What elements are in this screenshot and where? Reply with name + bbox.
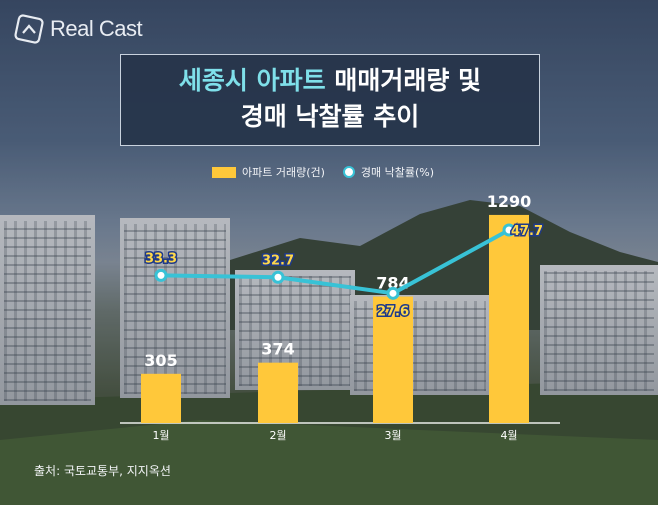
building <box>540 265 658 395</box>
title-line-2: 경매 낙찰률 추이 <box>240 102 420 131</box>
title-highlight: 세종시 아파트 <box>178 66 326 95</box>
brand-name: Real Cast <box>50 16 143 41</box>
bar <box>141 373 181 423</box>
logo-icon <box>14 14 44 44</box>
line-point <box>154 268 168 282</box>
line-point <box>271 270 285 284</box>
x-tick-label: 2월 <box>269 429 286 442</box>
legend-marker-line <box>342 166 355 178</box>
bar-value-label: 374 <box>261 340 294 359</box>
chart-title: 세종시 아파트 매매거래량 및 경매 낙찰률 추이 <box>120 54 540 146</box>
title-line-1-rest: 매매거래량 및 <box>325 66 482 95</box>
bar <box>373 296 413 423</box>
legend-swatch-bar <box>212 166 236 178</box>
legend-label-bar: 아파트 거래량(건) <box>242 166 325 179</box>
legend-label-line: 경매 낙찰률(%) <box>360 166 435 179</box>
line-value-label: 33.3 <box>145 251 177 266</box>
legend-item-line: 경매 낙찰률(%) <box>342 164 435 180</box>
line-point <box>386 286 400 300</box>
source-note: 출처: 국토교통부, 지지옥션 <box>34 464 171 478</box>
building <box>0 215 95 405</box>
x-tick-label: 3월 <box>384 429 401 442</box>
brand-logo: Real Cast <box>14 14 143 44</box>
x-tick-label: 1월 <box>152 429 169 442</box>
line-series <box>160 228 510 296</box>
line-value-label: 47.7 <box>511 224 543 239</box>
building <box>120 218 230 398</box>
bar-value-label: 1290 <box>487 192 532 211</box>
line-point <box>502 223 516 237</box>
line-value-label: 32.7 <box>262 253 294 268</box>
bar <box>489 214 529 423</box>
legend-item-bar: 아파트 거래량(건) <box>212 164 325 180</box>
line-value-label: 27.6 <box>377 304 409 319</box>
bar <box>258 362 298 423</box>
x-tick-label: 4월 <box>500 429 517 442</box>
title-line-1: 세종시 아파트 매매거래량 및 <box>121 63 539 99</box>
bar-value-label: 305 <box>144 351 177 370</box>
chart-legend: 아파트 거래량(건) 경매 낙찰률(%) <box>212 164 434 180</box>
